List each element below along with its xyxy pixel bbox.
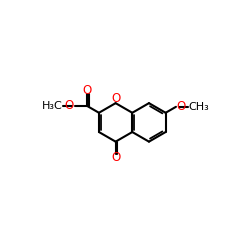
Text: O: O	[82, 84, 92, 97]
Text: O: O	[64, 99, 74, 112]
Text: H₃C: H₃C	[42, 101, 62, 111]
Text: O: O	[111, 151, 120, 164]
Text: O: O	[111, 92, 120, 106]
Text: CH₃: CH₃	[188, 102, 209, 112]
Text: O: O	[177, 100, 186, 113]
